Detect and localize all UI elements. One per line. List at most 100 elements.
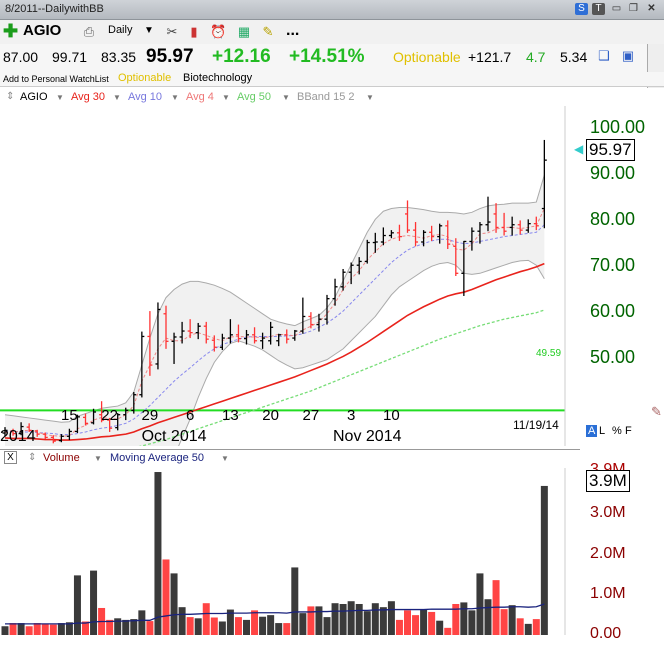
- chevron-down-icon[interactable]: ▼: [222, 93, 230, 102]
- change-value: +12.16: [212, 46, 271, 67]
- legend-avg10[interactable]: Avg 10: [128, 91, 163, 103]
- ohlc-bar: [380, 227, 386, 246]
- volume-bar: [267, 615, 275, 635]
- chevron-down-icon[interactable]: ▼: [113, 93, 121, 102]
- chevron-down-icon[interactable]: ▼: [221, 454, 229, 463]
- s-icon[interactable]: S: [575, 3, 588, 15]
- indicators-icon[interactable]: ▮: [190, 24, 198, 39]
- volume-chart[interactable]: [0, 468, 580, 648]
- volume-bar: [162, 559, 170, 635]
- volume-bar: [146, 621, 154, 635]
- ohlc-bar: [244, 329, 249, 345]
- volume-bar: [218, 621, 226, 635]
- scale-percent-button[interactable]: %: [612, 425, 622, 437]
- expand-icon[interactable]: ⇕: [28, 452, 37, 463]
- watchlist-link[interactable]: Add to Personal WatchList: [3, 74, 109, 84]
- chevron-down-icon[interactable]: ▼: [94, 454, 102, 463]
- close-icon[interactable]: ✕: [647, 3, 656, 14]
- x-tick-label: 27: [303, 407, 320, 424]
- volume-bar: [178, 607, 186, 635]
- layers-icon[interactable]: ❑: [598, 48, 610, 63]
- legend-symbol[interactable]: AGIO: [20, 91, 48, 103]
- ohlc-bar: [421, 230, 427, 247]
- expand-icon[interactable]: ⇕: [6, 91, 15, 102]
- printer-icon[interactable]: ⎙: [83, 24, 95, 39]
- add-symbol-icon[interactable]: ✚: [3, 21, 19, 41]
- edit-pencil-icon[interactable]: ✎: [651, 404, 662, 419]
- ohlc-bar: [58, 434, 64, 443]
- ohlc-bar: [525, 219, 531, 233]
- ohlc-bar: [445, 220, 451, 250]
- volume-bar: [468, 610, 476, 635]
- ohlc-bar: [163, 305, 169, 349]
- more-menu[interactable]: ...: [286, 22, 300, 39]
- scale-log-button[interactable]: L: [599, 425, 606, 437]
- avg30-line: [4, 262, 545, 441]
- volume-bar: [347, 601, 355, 635]
- legend-avg30[interactable]: Avg 30: [71, 91, 106, 103]
- save-icon[interactable]: ▣: [621, 48, 635, 63]
- price-chart[interactable]: 15 22 29 6 13 20 27 3 10 2014 Oct 2014 Nov 2014: [0, 106, 580, 446]
- ohlc-bar: [83, 413, 88, 426]
- tools-icon[interactable]: ✂: [166, 24, 178, 39]
- volume-bar: [243, 619, 250, 635]
- minimize-icon[interactable]: ▭: [611, 3, 622, 14]
- restore-icon[interactable]: ❐: [629, 3, 638, 14]
- legend-bband[interactable]: BBand 15 2: [297, 91, 355, 103]
- volume-bar: [130, 619, 138, 635]
- ma-legend[interactable]: Moving Average 50: [110, 452, 204, 464]
- symbol-label[interactable]: AGIO: [23, 22, 62, 39]
- volume-bar: [114, 618, 122, 635]
- info-line: [0, 72, 664, 87]
- legend-avg50[interactable]: Avg 50: [237, 91, 272, 103]
- ohlc-bar: [252, 327, 258, 344]
- legend-avg4[interactable]: Avg 4: [186, 91, 214, 103]
- chevron-down-icon[interactable]: ▼: [282, 93, 290, 102]
- interval-dropdown[interactable]: Daily: [108, 24, 133, 36]
- volume-bar: [524, 623, 532, 635]
- volume-bar: [259, 616, 267, 635]
- volume-bar: [323, 617, 331, 635]
- ohlc-bar: [493, 203, 499, 233]
- volume-bar: [9, 623, 17, 635]
- alarm-clock-icon[interactable]: ⏰: [210, 24, 227, 39]
- avg10-line: [4, 224, 545, 436]
- ohlc-bar: [66, 428, 72, 441]
- ohlc-bar: [50, 435, 56, 444]
- volume-bar: [251, 610, 259, 635]
- x-tick-label: 15: [61, 407, 78, 424]
- ohlc-bar: [260, 332, 266, 349]
- chevron-down-icon[interactable]: ▼: [366, 93, 374, 102]
- volume-bar: [379, 607, 387, 635]
- close-volume-button[interactable]: X: [4, 451, 17, 464]
- note-icon[interactable]: ✎: [262, 24, 274, 39]
- volume-legend[interactable]: Volume: [43, 452, 80, 464]
- volume-bar: [170, 573, 178, 635]
- volume-bar: [33, 623, 41, 635]
- level-label: 49.59: [536, 348, 562, 359]
- ohlc-bar: [364, 239, 370, 264]
- t-icon[interactable]: T: [592, 3, 605, 15]
- volume-bar: [17, 623, 25, 635]
- chevron-down-icon[interactable]: ▼: [171, 93, 179, 102]
- ohlc-bar: [147, 311, 153, 376]
- ohlc-bar: [155, 302, 161, 370]
- ohlc-bar: [324, 294, 330, 325]
- scale-auto-button[interactable]: A: [586, 425, 598, 437]
- ohlc-bar: [348, 262, 354, 285]
- volume-bar: [226, 609, 234, 635]
- volume-bar: [420, 609, 428, 635]
- chevron-down-icon[interactable]: ▼: [56, 93, 64, 102]
- volume-bar: [500, 609, 508, 635]
- volume-bar: [460, 602, 468, 635]
- ohlc-bar: [332, 278, 338, 306]
- volume-bar: [106, 619, 114, 635]
- calendar-icon[interactable]: ▦: [237, 24, 251, 39]
- chevron-down-icon[interactable]: ▼: [144, 25, 154, 36]
- ohlc-bar: [42, 432, 48, 439]
- scale-fixed-button[interactable]: F: [625, 425, 632, 437]
- ohlc-bar: [74, 414, 80, 434]
- bband-upper-line: [4, 174, 545, 423]
- volume-bar: [90, 570, 98, 635]
- ohlc-bar: [195, 322, 201, 340]
